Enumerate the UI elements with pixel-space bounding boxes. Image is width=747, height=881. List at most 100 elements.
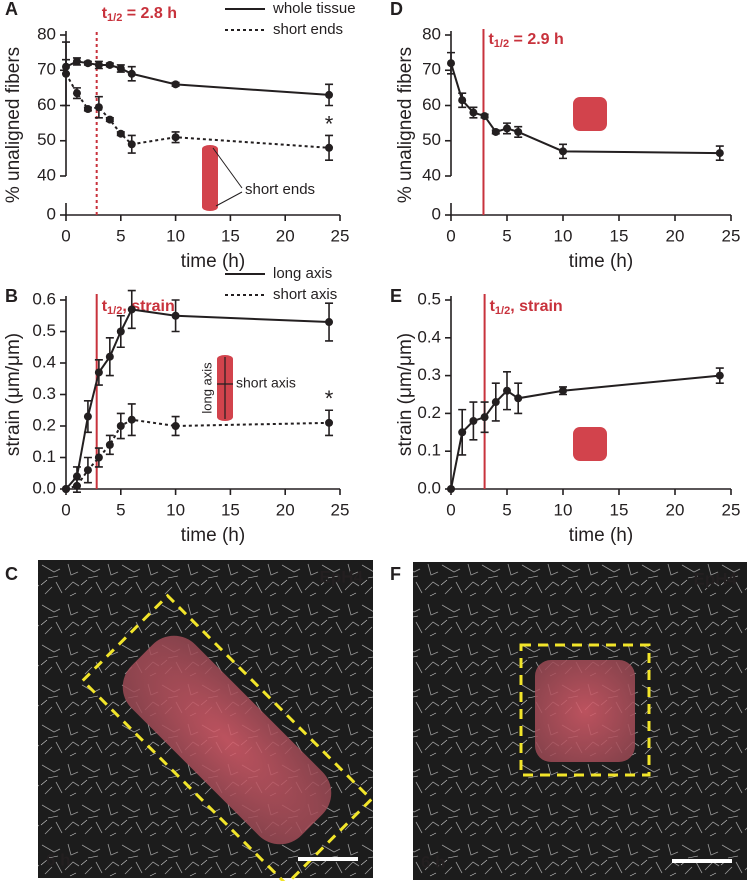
cell-line-label: EpH4 — [320, 567, 364, 586]
panel-label: B — [5, 286, 18, 306]
legend-label: whole tissue — [272, 0, 356, 17]
x-tick-label: 20 — [276, 226, 295, 245]
data-point — [83, 412, 92, 421]
legend-label: short axis — [273, 286, 337, 303]
data-point — [62, 69, 70, 78]
data-point — [469, 416, 478, 425]
x-tick-label: 15 — [221, 500, 240, 519]
y-tick-label: 0.0 — [417, 478, 441, 497]
y-tick-label: 0.3 — [32, 384, 56, 403]
data-point — [116, 422, 125, 430]
data-point — [325, 90, 334, 99]
x-tick-label: 15 — [610, 226, 629, 245]
inset-cylinder — [202, 145, 218, 211]
half-time-label-part: 1/2 — [495, 305, 510, 317]
y-tick-label: 0.1 — [417, 441, 441, 460]
data-point — [447, 485, 455, 493]
half-time-label-part: = 2.9 h — [509, 31, 564, 48]
half-time-label-part: = 2.8 h — [122, 5, 177, 22]
y-tick-label: 60 — [37, 95, 56, 114]
y-axis-title: strain (μm/μm) — [395, 333, 416, 456]
data-point — [116, 129, 125, 138]
data-point — [116, 327, 125, 336]
y-tick-label: 0.3 — [417, 365, 441, 384]
time-label: 6 h — [421, 852, 446, 871]
data-point — [514, 394, 523, 403]
cell-cluster — [535, 660, 635, 762]
data-point — [127, 69, 136, 78]
series-line — [65, 418, 330, 490]
x-tick-label: 25 — [331, 226, 350, 245]
data-point — [72, 472, 81, 481]
y-tick-label: 0.1 — [32, 447, 56, 466]
inset-label: short ends — [245, 181, 315, 198]
x-tick-label: 10 — [166, 226, 185, 245]
inset-label: short axis — [236, 375, 296, 391]
x-tick-label: 5 — [502, 500, 511, 519]
data-point — [325, 143, 334, 152]
panel-label: E — [390, 286, 402, 306]
y-tick-label: 0.4 — [32, 352, 56, 371]
y-tick-label: 50 — [37, 130, 56, 149]
data-point — [458, 96, 467, 105]
y-tick-label: 0 — [432, 204, 441, 223]
y-tick-label: 70 — [422, 60, 441, 79]
x-tick-label: 0 — [61, 500, 70, 519]
half-time-label: t1/2 = 2.9 h — [488, 31, 563, 50]
x-tick-label: 10 — [166, 500, 185, 519]
time-label: 6 h — [46, 850, 71, 869]
half-time-label: t1/2 = 2.8 h — [102, 5, 177, 24]
panel-label: A — [5, 0, 18, 19]
x-axis-title: time (h) — [569, 525, 633, 546]
y-tick-label: 80 — [422, 24, 441, 43]
panel-label: D — [390, 0, 403, 19]
inset-arrows — [217, 357, 233, 419]
data-point — [715, 371, 724, 380]
y-tick-label: 0.0 — [32, 478, 56, 497]
half-time-label-part: t — [490, 298, 496, 315]
y-tick-label: 80 — [37, 24, 56, 43]
data-point — [325, 318, 334, 327]
y-axis-title: % unaligned fibers — [3, 47, 24, 203]
data-point — [94, 453, 103, 462]
x-tick-label: 10 — [554, 500, 573, 519]
inset-label: long axis — [199, 362, 214, 414]
x-axis-title: time (h) — [181, 525, 245, 546]
x-tick-label: 25 — [722, 500, 741, 519]
x-tick-label: 20 — [666, 226, 685, 245]
data-point — [171, 133, 180, 142]
inset-square — [573, 427, 607, 461]
data-point — [105, 352, 114, 361]
y-tick-label: 0.5 — [417, 289, 441, 308]
y-tick-label: 50 — [422, 130, 441, 149]
y-tick-label: 0.2 — [32, 415, 56, 434]
half-time-label: t1/2, strain — [490, 298, 563, 317]
series-line — [65, 308, 330, 490]
legend-label: long axis — [273, 265, 332, 282]
x-tick-label: 20 — [276, 500, 295, 519]
x-tick-label: 5 — [116, 226, 125, 245]
data-point — [480, 112, 489, 121]
series-line — [65, 60, 330, 96]
data-point — [83, 105, 92, 114]
panel-label: C — [5, 564, 18, 584]
outline-box — [519, 643, 651, 777]
data-point — [94, 103, 103, 112]
y-tick-label: 0.4 — [417, 327, 441, 346]
y-tick-label: 40 — [422, 165, 441, 184]
x-tick-label: 5 — [502, 226, 511, 245]
data-point — [559, 147, 567, 156]
y-tick-label: 0 — [47, 204, 56, 223]
data-point — [62, 485, 70, 493]
data-point — [83, 59, 92, 68]
data-point — [127, 305, 136, 314]
data-point — [72, 481, 81, 490]
half-time-label-part: t — [488, 31, 494, 48]
data-point — [105, 440, 114, 449]
data-point — [559, 386, 567, 395]
panel-label: F — [390, 564, 401, 584]
data-point — [94, 60, 103, 69]
data-point — [715, 149, 724, 158]
half-time-label-part: t — [102, 298, 108, 315]
